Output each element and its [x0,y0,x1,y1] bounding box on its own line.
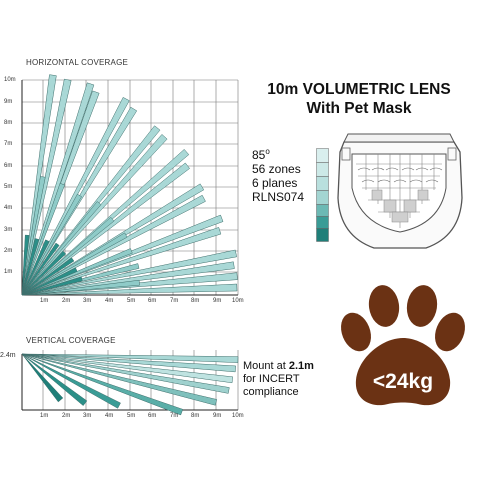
x-tick: 10m [232,413,244,419]
horizontal-beam-near [21,239,50,296]
x-tick: 6m [148,298,157,304]
x-tick: 7m [170,298,179,304]
pet-mask-lens-icon [337,133,463,249]
y-tick: 2m [4,248,13,254]
y-tick: 10m [4,77,16,83]
mount-line3: compliance [243,386,299,398]
spec-planes: 6 planes [252,176,298,190]
horizontal-beam [21,227,222,296]
y-tick: 4m [4,205,13,211]
vertical-beams [21,353,239,416]
vertical-beam [21,353,218,406]
product-title-line1: 10m VOLUMETRIC LENS [267,81,451,98]
horizontal-beam-short [21,201,102,296]
vertical-beam [21,353,121,409]
horizontal-beam-short [21,216,115,296]
vertical-beam [21,353,88,406]
horizontal-beam-short [21,279,140,296]
horizontal-beams [21,74,238,296]
horizontal-beam-near [21,267,78,296]
y-tick: 9m [4,99,13,105]
horizontal-beam-short [21,193,83,296]
x-tick: 6m [148,413,157,419]
product-title: 10m VOLUMETRIC LENS With Pet Mask [240,80,478,118]
horizontal-beam-near [21,234,30,296]
y-tick: 7m [4,141,13,147]
x-tick: 2m [62,413,71,419]
x-tick: 9m [213,298,222,304]
horizontal-beam-short [21,176,46,296]
vertical-beam [21,353,234,384]
vertical-beam [21,353,239,363]
x-tick: 3m [83,413,92,419]
x-tick: 9m [213,413,222,419]
y-tick: 5m [4,184,13,190]
vertical-beam [21,353,230,394]
angle-degree-mark: o [265,147,270,156]
mount-line1: Mount at 2.1m [243,360,314,372]
horizontal-beam-near [21,242,60,296]
vertical-beam [21,353,184,416]
x-tick: 10m [232,298,244,304]
y-tick: 6m [4,163,13,169]
mount-line2: for INCERT [243,373,300,385]
x-tick: 8m [191,298,200,304]
x-tick: 1m [40,298,49,304]
vertical-coverage-title: VERTICAL COVERAGE [26,336,116,345]
zone-color-scale [316,148,329,242]
x-tick: 1m [40,413,49,419]
spec-model: RLNS074 [252,190,305,204]
horizontal-beam-near [21,276,83,296]
x-tick: 4m [105,298,114,304]
x-tick: 2m [62,298,71,304]
horizontal-beam-short [21,182,66,296]
spec-angle: 85o [252,147,270,162]
x-tick: 7m [170,413,179,419]
horizontal-beam [21,249,237,296]
mount-height: 2.1m [288,360,314,372]
pet-weight-limit: <24kg [372,370,434,393]
lens-specs: 85o 56 zones 6 planes RLNS074 [252,145,304,204]
horizontal-beam-near [21,238,40,296]
y-tick: 8m [4,120,13,126]
vertical-beam [21,353,236,373]
horizontal-beam-near [21,257,75,296]
product-title-line2: With Pet Mask [306,100,412,117]
y-tick: 3m [4,227,13,233]
x-tick: 4m [105,413,114,419]
horizontal-coverage-title: HORIZONTAL COVERAGE [26,58,129,67]
horizontal-beam [21,283,238,296]
x-tick: 8m [191,413,200,419]
horizontal-beam-near [21,250,67,296]
x-tick: 3m [83,298,92,304]
paw-print-icon [341,285,465,406]
vertical-beam [21,353,64,403]
y-tick: 1m [4,269,13,275]
mount-note: Mount at 2.1m for INCERT compliance [243,360,314,399]
horizontal-beam-short [21,232,128,296]
vertical-height-label: 2.4m [0,352,16,359]
spec-zones: 56 zones [252,162,301,176]
x-tick: 5m [127,413,136,419]
x-tick: 5m [127,298,136,304]
